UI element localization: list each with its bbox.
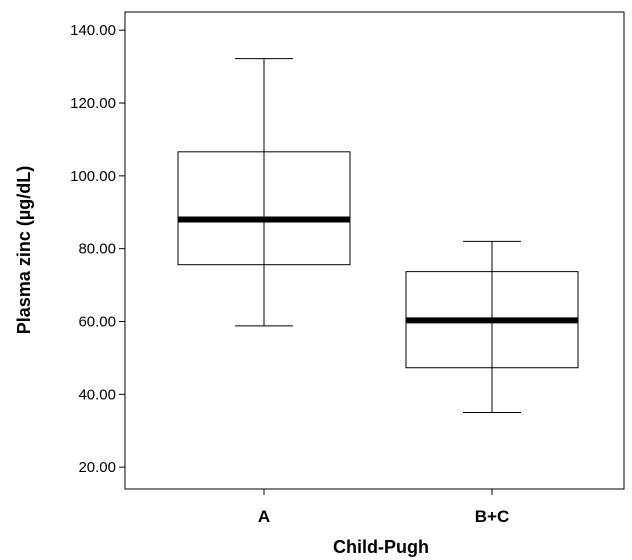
x-tick-label: B+C bbox=[475, 507, 509, 526]
box-2 bbox=[405, 240, 579, 414]
y-tick-label: 80.00 bbox=[78, 241, 116, 258]
x-axis: A B+C bbox=[258, 489, 509, 526]
y-tick-label: 140.00 bbox=[70, 22, 116, 39]
y-tick-label: 100.00 bbox=[70, 168, 116, 185]
x-axis-title: Child-Pugh bbox=[333, 537, 429, 557]
y-tick-label: 120.00 bbox=[70, 95, 116, 112]
box-series bbox=[177, 58, 579, 414]
y-axis-title: Plasma zinc (µg/dL) bbox=[14, 166, 34, 334]
box-1 bbox=[177, 58, 351, 327]
plot-frame bbox=[124, 11, 625, 490]
y-axis: 20.00 40.00 60.00 80.00 100.00 120.00 140.00 bbox=[70, 22, 125, 476]
y-tick-label: 60.00 bbox=[78, 314, 116, 331]
y-tick-label: 20.00 bbox=[78, 459, 116, 476]
y-tick-label: 40.00 bbox=[78, 386, 116, 403]
x-tick-label: A bbox=[258, 507, 270, 526]
